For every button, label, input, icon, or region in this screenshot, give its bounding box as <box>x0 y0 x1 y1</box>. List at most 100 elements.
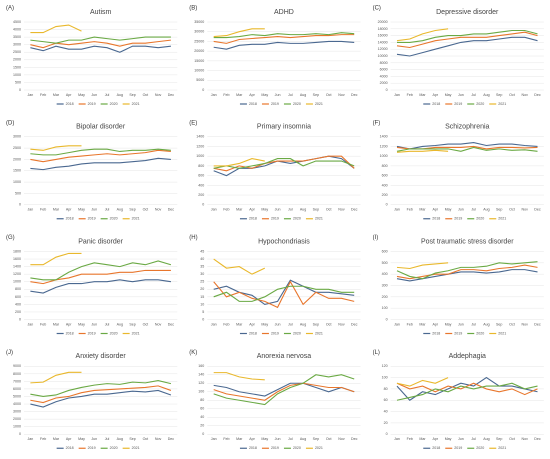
panel-label: (G) <box>6 235 15 241</box>
series-line <box>396 31 538 49</box>
x-tick-label: Mar <box>419 93 426 97</box>
y-tick-label: 20000 <box>194 49 204 53</box>
chart-title: Addephagia <box>449 353 486 360</box>
x-tick-label: Feb <box>40 93 46 97</box>
series-line <box>30 252 82 266</box>
series-line <box>213 374 355 406</box>
x-tick-label: Oct <box>326 208 332 212</box>
x-tick-label: Dec <box>168 208 175 212</box>
series-line <box>30 24 82 34</box>
series-line <box>213 34 355 44</box>
y-tick-label: 5000 <box>13 394 21 398</box>
y-tick-label: 2000 <box>13 58 21 62</box>
x-tick-label: Jan <box>211 208 217 212</box>
x-tick-label: Apr <box>433 322 439 326</box>
x-tick-label: Apr <box>66 322 72 326</box>
x-tick-label: May <box>78 208 85 212</box>
panel-label: (A) <box>6 6 14 12</box>
x-tick-label: Nov <box>522 208 529 212</box>
x-tick-label: Sep <box>129 208 135 212</box>
legend-label: 2020 <box>476 217 484 221</box>
panel-label: (K) <box>189 350 197 356</box>
y-tick-label: 600 <box>15 295 21 299</box>
x-tick-label: Aug <box>300 322 306 326</box>
x-tick-label: Jul <box>105 437 110 441</box>
y-tick-label: 800 <box>198 164 204 168</box>
x-tick-label: Oct <box>509 93 515 97</box>
x-tick-label: Nov <box>522 322 529 326</box>
y-tick-label: 2500 <box>13 146 21 150</box>
x-tick-label: Apr <box>66 93 72 97</box>
y-tick-label: 600 <box>382 249 388 253</box>
series-line <box>213 155 355 172</box>
y-tick-label: 40 <box>200 257 204 261</box>
y-tick-label: 0 <box>202 88 204 92</box>
chart-title: Autism <box>90 9 112 16</box>
y-tick-label: 1200 <box>196 144 204 148</box>
x-tick-label: Jul <box>471 208 476 212</box>
x-tick-label: Dec <box>168 437 175 441</box>
y-tick-label: 20000 <box>378 20 388 24</box>
legend-label: 2018 <box>249 217 257 221</box>
x-tick-label: Oct <box>509 208 515 212</box>
x-tick-label: Apr <box>433 208 439 212</box>
legend-label: 2019 <box>271 446 279 450</box>
series-line <box>396 142 538 150</box>
x-tick-label: Nov <box>338 93 345 97</box>
y-tick-label: 3000 <box>13 135 21 139</box>
x-tick-label: Mar <box>419 208 426 212</box>
legend-label: 2020 <box>476 446 484 450</box>
legend-label: 2020 <box>476 331 484 335</box>
series-line <box>213 382 355 401</box>
x-tick-label: Jun <box>458 208 464 212</box>
x-tick-label: Dec <box>351 322 358 326</box>
series-line <box>396 269 538 282</box>
x-tick-label: Sep <box>129 437 135 441</box>
y-tick-label: 400 <box>382 183 388 187</box>
chart-title: Post traumatic stress disorder <box>421 238 514 245</box>
legend-label: 2021 <box>132 102 140 106</box>
x-tick-label: Feb <box>223 322 229 326</box>
legend-label: 2020 <box>110 102 118 106</box>
x-tick-label: Mar <box>236 208 243 212</box>
y-tick-label: 10000 <box>194 69 204 73</box>
y-tick-label: 1800 <box>13 249 21 253</box>
y-tick-label: 500 <box>15 191 21 195</box>
y-tick-label: 15 <box>200 295 204 299</box>
x-tick-label: May <box>445 93 452 97</box>
y-tick-label: 500 <box>382 261 388 265</box>
x-tick-label: Mar <box>236 437 243 441</box>
x-tick-label: May <box>445 437 452 441</box>
series-line <box>396 377 449 387</box>
legend-label: 2019 <box>454 331 462 335</box>
y-tick-label: 400 <box>382 272 388 276</box>
series-line <box>396 376 538 401</box>
x-tick-label: Jul <box>288 322 293 326</box>
legend-label: 2021 <box>132 331 140 335</box>
legend-label: 2021 <box>132 446 140 450</box>
series-line <box>30 269 171 285</box>
y-tick-label: 20 <box>200 287 204 291</box>
y-tick-label: 1400 <box>196 135 204 139</box>
y-tick-label: 1000 <box>13 425 21 429</box>
legend-label: 2018 <box>249 331 257 335</box>
y-tick-label: 4000 <box>380 74 388 78</box>
y-tick-label: 120 <box>198 381 204 385</box>
legend-label: 2019 <box>88 102 96 106</box>
legend-label: 2019 <box>454 217 462 221</box>
y-tick-label: 0 <box>386 88 388 92</box>
y-tick-label: 40 <box>384 410 388 414</box>
series-line <box>30 39 171 49</box>
x-tick-label: Aug <box>117 93 123 97</box>
x-tick-label: Jul <box>105 93 110 97</box>
series-line <box>213 32 355 39</box>
y-tick-label: 16000 <box>378 34 388 38</box>
x-tick-label: Jun <box>275 322 281 326</box>
legend-label: 2021 <box>315 102 323 106</box>
x-tick-label: Mar <box>236 93 243 97</box>
y-tick-label: 0 <box>19 317 21 321</box>
y-tick-label: 1000 <box>380 154 388 158</box>
y-tick-label: 400 <box>198 183 204 187</box>
x-tick-label: Nov <box>155 437 162 441</box>
y-tick-label: 9000 <box>13 364 21 368</box>
